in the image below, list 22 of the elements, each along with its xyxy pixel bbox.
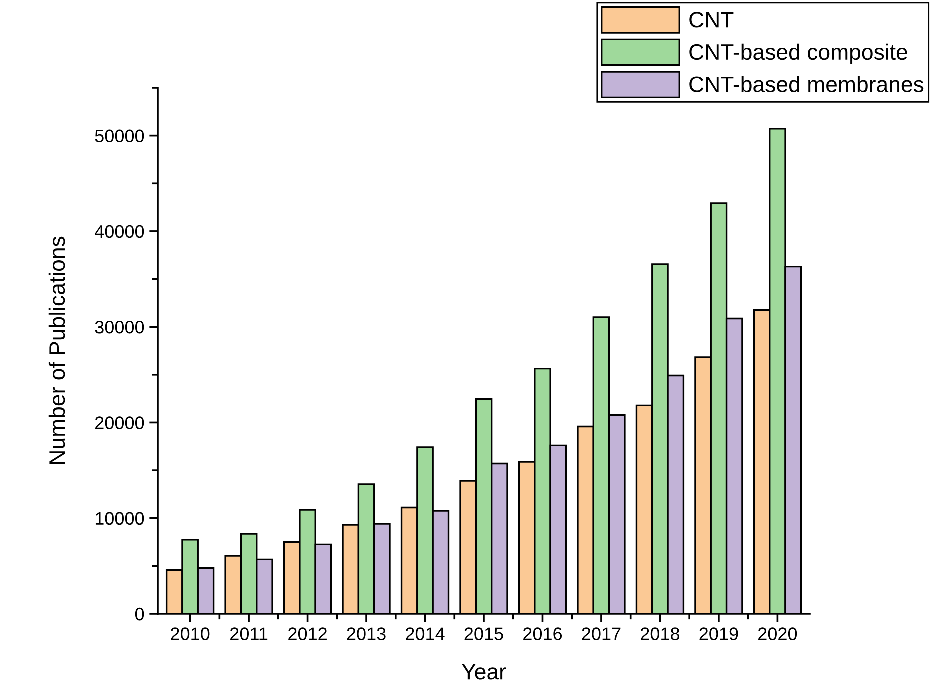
x-tick-label: 2011 (230, 628, 268, 640)
x-tick-label: 2014 (406, 628, 445, 640)
x-tick-label: 2013 (347, 628, 386, 640)
y-axis-title: Number of Publications (48, 236, 66, 464)
x-tick-label: 2017 (582, 628, 621, 640)
x-axis-title: Year (462, 664, 506, 680)
legend-label: CNT-based membranes (690, 76, 924, 92)
y-tick-label: 0 (135, 608, 144, 621)
x-tick-label: 2020 (758, 628, 798, 640)
legend-label: CNT (690, 12, 734, 28)
y-tick-label: 20000 (96, 416, 144, 430)
x-tick-label: 2015 (464, 628, 504, 640)
y-tick-label: 40000 (95, 225, 144, 238)
y-tick-label: 50000 (95, 130, 144, 143)
x-tick-label: 2018 (641, 628, 680, 640)
x-tick-label: 2012 (288, 628, 327, 640)
x-tick-label: 2016 (524, 628, 562, 640)
x-tick-label: 2010 (171, 628, 210, 640)
y-tick-label: 30000 (95, 321, 144, 334)
legend-label: CNT-based composite (690, 44, 908, 65)
y-tick-label: 10000 (96, 512, 144, 526)
x-tick-label: 2019 (700, 628, 738, 640)
